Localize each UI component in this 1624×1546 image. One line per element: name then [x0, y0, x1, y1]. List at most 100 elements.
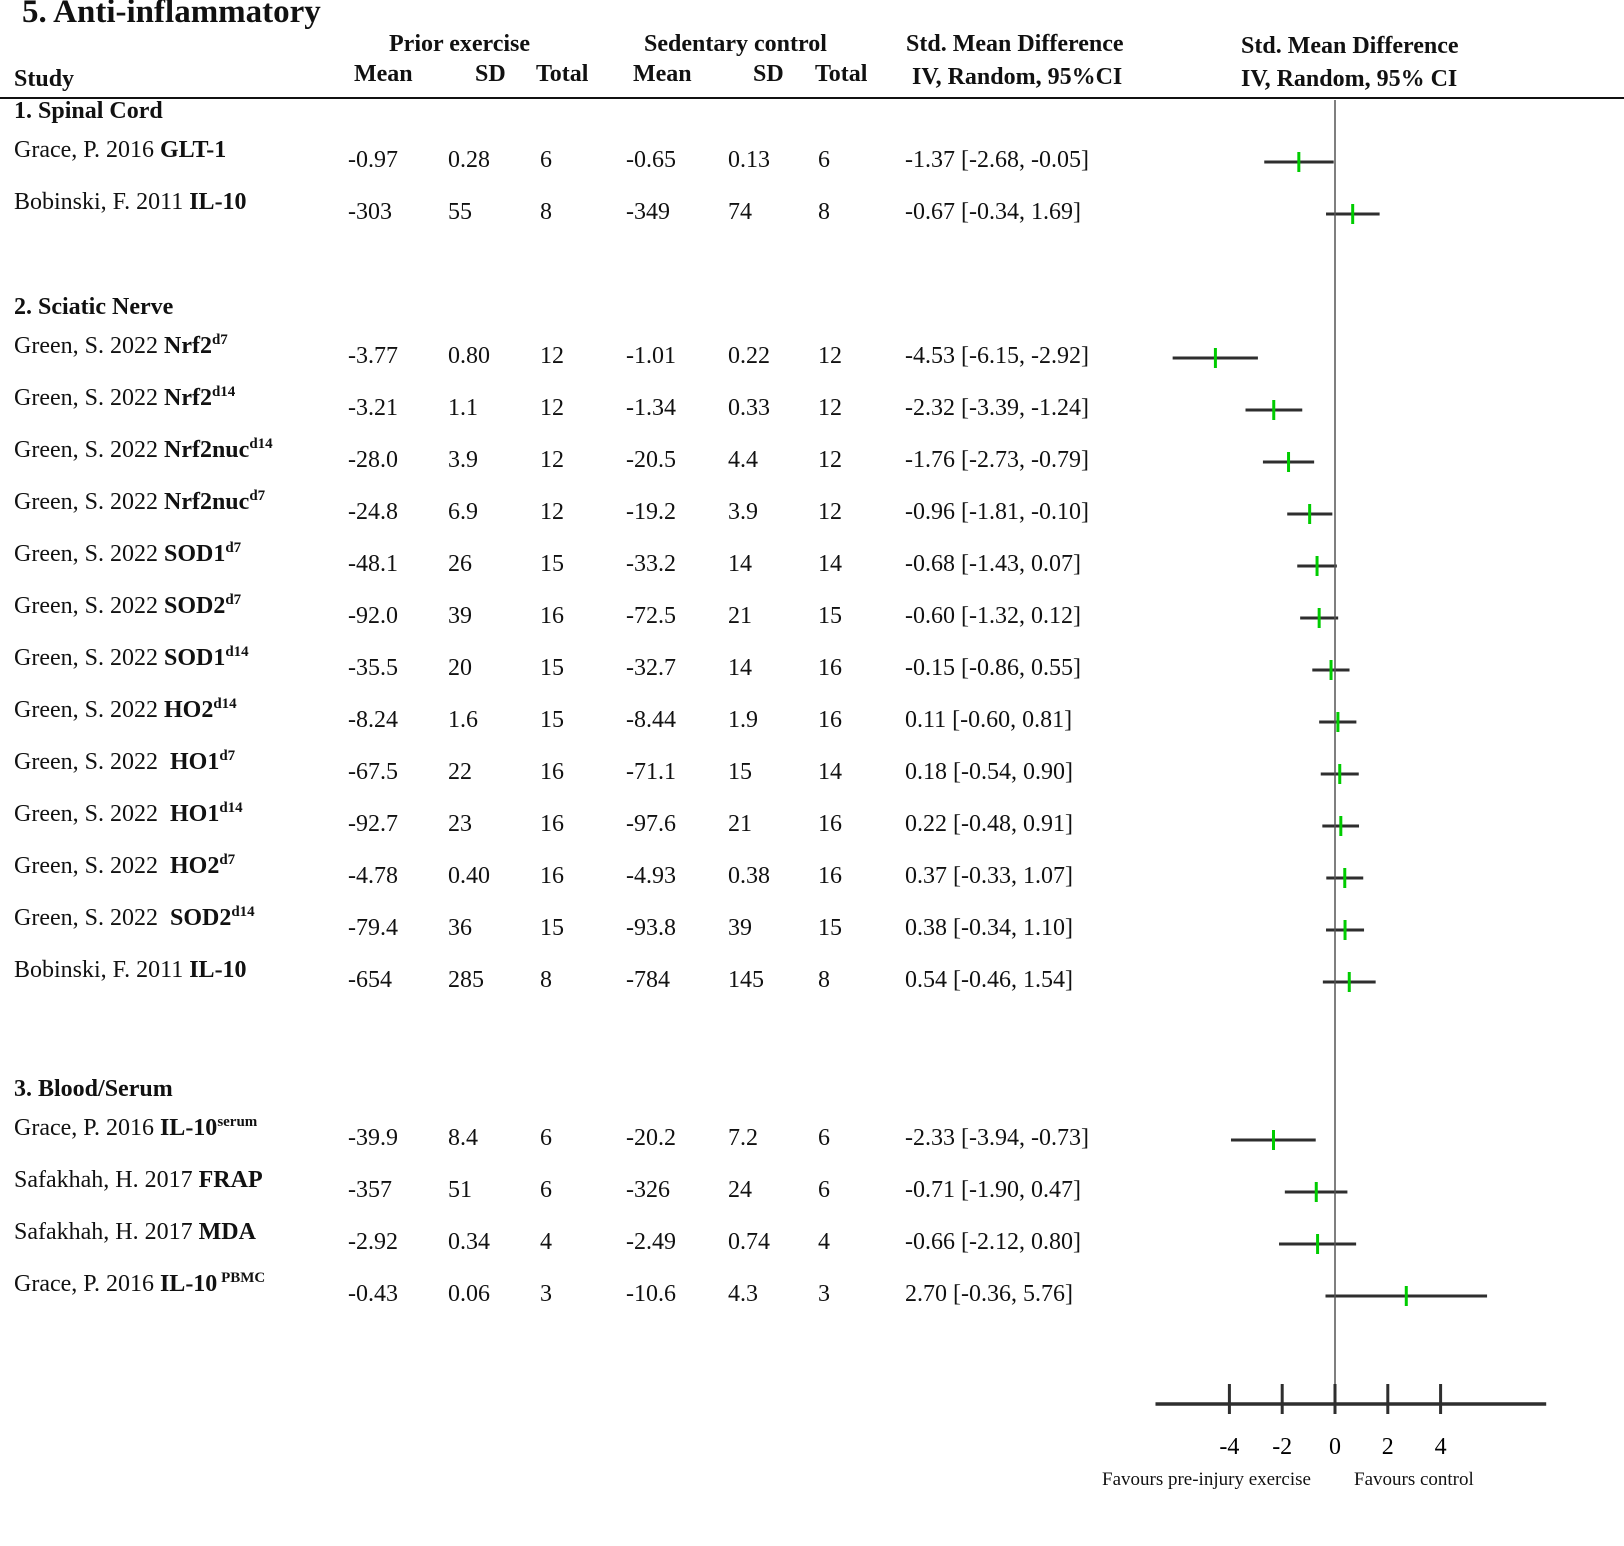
header-sedentary-control: Sedentary control — [644, 31, 827, 57]
cell-ci: -2.33 [-3.94, -0.73] — [905, 1125, 1089, 1151]
study-marker: SOD2 — [163, 593, 226, 619]
study-timepoint: d14 — [211, 384, 236, 400]
cell-n1: 15 — [540, 655, 564, 681]
cell-n2: 6 — [818, 1177, 830, 1203]
study-marker: Nrf2nuc — [163, 489, 250, 515]
cell-mean1: -2.92 — [348, 1229, 398, 1255]
cell-sd2: 4.4 — [728, 447, 758, 473]
cell-n1: 3 — [540, 1281, 552, 1307]
study-timepoint: d14 — [249, 436, 273, 452]
cell-sd2: 74 — [728, 199, 752, 225]
cell-sd1: 20 — [448, 655, 472, 681]
header-plot-line1: Std. Mean Difference — [1241, 33, 1459, 59]
cell-sd1: 23 — [448, 811, 472, 837]
cell-mean1: -3.21 — [348, 395, 398, 421]
study-marker: HO1 — [169, 801, 220, 827]
cell-mean2: -72.5 — [626, 603, 676, 629]
cell-mean2: -32.7 — [626, 655, 676, 681]
study-marker: FRAP — [198, 1167, 263, 1193]
cell-mean2: -1.01 — [626, 343, 676, 369]
cell-sd1: 3.9 — [448, 447, 478, 473]
cell-sd2: 3.9 — [728, 499, 758, 525]
cell-n1: 6 — [540, 1177, 552, 1203]
footer-favours-exercise: Favours pre-injury exercise — [1102, 1469, 1311, 1490]
cell-mean1: -357 — [348, 1177, 392, 1203]
study-author: Safakhah, H. 2017 — [14, 1167, 199, 1193]
cell-n2: 4 — [818, 1229, 830, 1255]
study-label: Green, S. 2022 SOD1d7 — [14, 541, 241, 568]
header-smd-line1: Std. Mean Difference — [906, 31, 1124, 57]
cell-ci: -0.68 [-1.43, 0.07] — [905, 551, 1081, 577]
study-label: Green, S. 2022 Nrf2d7 — [14, 333, 228, 360]
cell-mean1: -35.5 — [348, 655, 398, 681]
cell-mean1: -0.97 — [348, 147, 398, 173]
cell-mean2: -10.6 — [626, 1281, 676, 1307]
cell-n2: 12 — [818, 343, 842, 369]
x-tick-label: 4 — [1435, 1434, 1447, 1460]
study-label: Grace, P. 2016 GLT-1 — [14, 137, 226, 164]
cell-sd1: 55 — [448, 199, 472, 225]
cell-n2: 3 — [818, 1281, 830, 1307]
cell-n1: 15 — [540, 551, 564, 577]
cell-n1: 15 — [540, 915, 564, 941]
study-marker: IL-10 — [159, 1271, 218, 1297]
header-prior-exercise: Prior exercise — [389, 31, 531, 57]
study-timepoint: serum — [217, 1114, 258, 1130]
cell-sd2: 15 — [728, 759, 752, 785]
cell-sd1: 1.1 — [448, 395, 478, 421]
cell-n2: 15 — [818, 603, 842, 629]
cell-sd1: 0.40 — [448, 863, 490, 889]
cell-ci: 0.11 [-0.60, 0.81] — [905, 707, 1073, 733]
cell-sd1: 1.6 — [448, 707, 478, 733]
study-author: Green, S. 2022 — [14, 645, 164, 671]
study-marker: Nrf2 — [163, 333, 212, 359]
cell-n2: 6 — [818, 147, 830, 173]
cell-ci: -4.53 [-6.15, -2.92] — [905, 343, 1089, 369]
cell-sd2: 21 — [728, 603, 752, 629]
header-plot-line2: IV, Random, 95% CI — [1241, 66, 1458, 92]
study-author: Grace, P. 2016 — [14, 1271, 160, 1297]
study-author: Green, S. 2022 — [14, 437, 164, 463]
study-marker: HO2 — [163, 697, 214, 723]
study-author: Green, S. 2022 — [14, 905, 170, 931]
cell-ci: 0.18 [-0.54, 0.90] — [905, 759, 1073, 785]
header-mean-2: Mean — [633, 61, 692, 87]
cell-n2: 16 — [818, 707, 842, 733]
cell-mean1: -92.0 — [348, 603, 398, 629]
cell-sd2: 1.9 — [728, 707, 758, 733]
study-label: Green, S. 2022 Nrf2nucd7 — [14, 489, 265, 516]
header-study: Study — [14, 66, 75, 92]
cell-sd1: 285 — [448, 967, 484, 993]
study-marker: SOD2 — [169, 905, 232, 931]
page-title: 5. Anti-inflammatory — [22, 0, 321, 30]
cell-sd1: 0.06 — [448, 1281, 490, 1307]
study-label: Safakhah, H. 2017 FRAP — [14, 1167, 263, 1194]
cell-n1: 16 — [540, 863, 564, 889]
study-author: Green, S. 2022 — [14, 593, 164, 619]
study-label: Green, S. 2022 SOD1d14 — [14, 645, 249, 672]
footer-favours-control: Favours control — [1354, 1469, 1474, 1490]
cell-n1: 15 — [540, 707, 564, 733]
cell-ci: -0.66 [-2.12, 0.80] — [905, 1229, 1081, 1255]
cell-n1: 4 — [540, 1229, 552, 1255]
header-total-1: Total — [536, 61, 589, 87]
cell-sd1: 0.34 — [448, 1229, 490, 1255]
cell-ci: 2.70 [-0.36, 5.76] — [905, 1281, 1073, 1307]
study-marker: MDA — [198, 1219, 256, 1245]
cell-sd2: 39 — [728, 915, 752, 941]
study-timepoint: d7 — [211, 332, 228, 348]
cell-n2: 16 — [818, 863, 842, 889]
cell-sd2: 0.74 — [728, 1229, 770, 1255]
study-marker: IL-10 — [189, 957, 247, 983]
cell-mean1: -8.24 — [348, 707, 398, 733]
cell-n2: 16 — [818, 655, 842, 681]
study-timepoint: d14 — [213, 696, 237, 712]
study-author: Bobinski, F. 2011 — [14, 189, 190, 215]
cell-mean2: -19.2 — [626, 499, 676, 525]
cell-n2: 8 — [818, 199, 830, 225]
study-author: Grace, P. 2016 — [14, 1115, 160, 1141]
cell-n2: 15 — [818, 915, 842, 941]
cell-n1: 12 — [540, 395, 564, 421]
cell-n1: 8 — [540, 199, 552, 225]
